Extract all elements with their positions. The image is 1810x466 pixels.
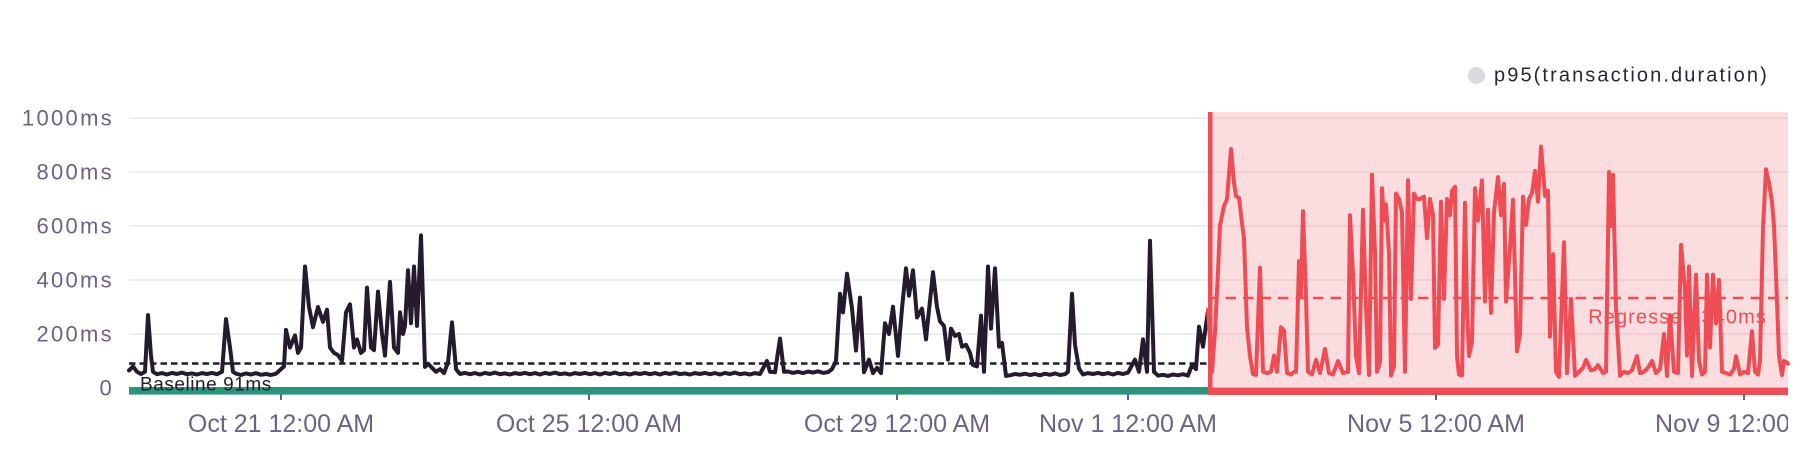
svg-text:Oct 29 12:00 AM: Oct 29 12:00 AM xyxy=(804,410,990,438)
svg-text:400ms: 400ms xyxy=(36,268,114,293)
svg-text:Baseline 91ms: Baseline 91ms xyxy=(140,375,272,396)
svg-text:Oct 21 12:00 AM: Oct 21 12:00 AM xyxy=(188,410,374,438)
svg-text:0: 0 xyxy=(99,376,114,401)
svg-text:600ms: 600ms xyxy=(36,214,114,239)
svg-text:Nov 9 12:00 AM: Nov 9 12:00 AM xyxy=(1655,410,1810,438)
svg-text:200ms: 200ms xyxy=(36,322,114,347)
svg-text:1000ms: 1000ms xyxy=(22,106,114,131)
svg-text:p95(transaction.duration): p95(transaction.duration) xyxy=(1494,65,1769,87)
svg-text:Nov 5 12:00 AM: Nov 5 12:00 AM xyxy=(1347,410,1525,438)
svg-text:Oct 25 12:00 AM: Oct 25 12:00 AM xyxy=(496,410,682,438)
svg-text:800ms: 800ms xyxy=(36,160,114,185)
svg-text:Nov 1 12:00 AM: Nov 1 12:00 AM xyxy=(1039,410,1217,438)
